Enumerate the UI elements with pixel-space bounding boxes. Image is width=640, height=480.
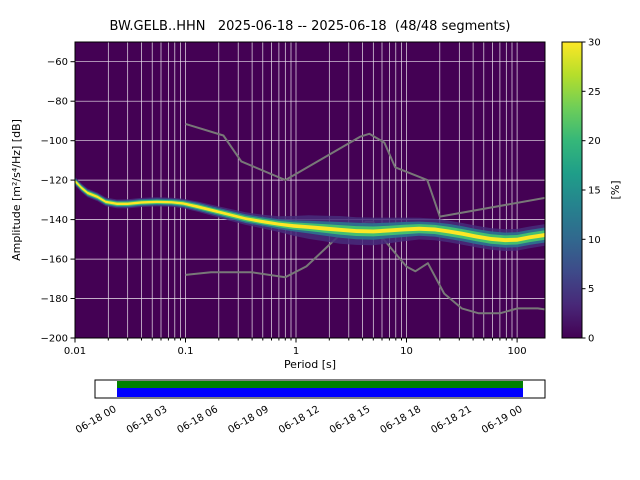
colorbar-gradient bbox=[561, 41, 583, 339]
x-axis-label: Period [s] bbox=[284, 358, 336, 371]
timeline-tick-label: 06-18 06 bbox=[176, 404, 220, 436]
timeline-tick-label: 06-18 12 bbox=[277, 404, 321, 436]
y-tick-label: −200 bbox=[41, 334, 68, 345]
colorbar-tick-label: 15 bbox=[588, 186, 601, 197]
low-noise-model-line bbox=[185, 220, 545, 315]
timeline-tick-label: 06-18 00 bbox=[74, 404, 118, 436]
timeline-coverage-bottom bbox=[117, 388, 523, 397]
timeline-tick-label: 06-18 03 bbox=[125, 404, 169, 436]
colorbar-tick-label: 5 bbox=[588, 284, 594, 295]
noise-model-lines bbox=[185, 122, 545, 315]
high-noise-model-line bbox=[185, 122, 545, 218]
x-tick-label: 0.1 bbox=[178, 346, 194, 357]
y-tick-label: −100 bbox=[41, 136, 68, 147]
colorbar-tick-label: 25 bbox=[588, 87, 601, 98]
timeline-tick-label: 06-18 09 bbox=[226, 404, 270, 436]
x-tick-label: 10 bbox=[400, 346, 413, 357]
y-axis-label: Amplitude [m²/s⁴/Hz] [dB] bbox=[10, 119, 23, 261]
plot-title: BW.GELB..HHN 2025-06-18 -- 2025-06-18 (4… bbox=[110, 19, 511, 34]
tick-labels: 0.01 0.1 1 10 100 −60 −80 −100 −120 −140 −160 −180 −… bbox=[41, 57, 527, 357]
y-tick-label: −140 bbox=[41, 215, 68, 226]
axes bbox=[70, 41, 546, 343]
plot-background bbox=[75, 42, 545, 338]
timeline-tick-label: 06-18 18 bbox=[379, 404, 423, 436]
colorbar-tick-label: 10 bbox=[588, 235, 601, 246]
y-tick-label: −180 bbox=[41, 294, 68, 305]
x-tick-label: 0.01 bbox=[64, 346, 86, 357]
x-tick-label: 100 bbox=[508, 346, 527, 357]
timeline-tick-label: 06-18 15 bbox=[328, 404, 372, 436]
colorbar-tick-label: 0 bbox=[588, 334, 594, 345]
y-tick-label: −60 bbox=[47, 57, 68, 68]
colorbar: 0 5 10 15 20 25 30 bbox=[561, 38, 601, 345]
timeline-tick-label: 06-19 00 bbox=[480, 404, 524, 436]
psd-distribution bbox=[75, 176, 545, 251]
colorbar-tick-label: 20 bbox=[588, 136, 601, 147]
y-tick-label: −120 bbox=[41, 176, 68, 187]
colorbar-tick-label: 30 bbox=[588, 38, 601, 49]
timeline-tick-label: 06-18 21 bbox=[429, 404, 473, 436]
timeline-coverage-top bbox=[117, 381, 523, 388]
y-tick-label: −160 bbox=[41, 255, 68, 266]
coverage-timeline: 06-18 00 06-18 03 06-18 06 06-18 09 06-18 12… bbox=[74, 379, 546, 436]
colorbar-label: [%] bbox=[609, 180, 622, 199]
y-tick-label: −80 bbox=[47, 97, 68, 108]
x-tick-label: 1 bbox=[293, 346, 299, 357]
plot-border bbox=[74, 41, 546, 339]
